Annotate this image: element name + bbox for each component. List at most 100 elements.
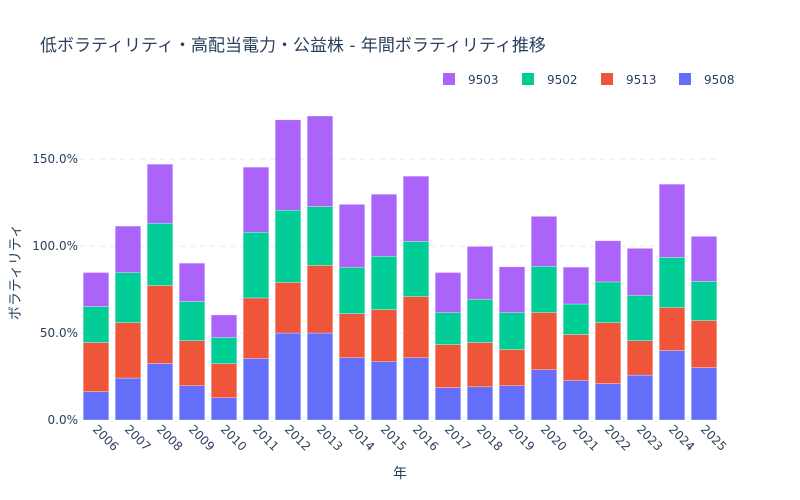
bar-9502-2019[interactable]	[498, 312, 526, 350]
bar-9503-2018[interactable]	[466, 246, 494, 300]
bar-9503-2021[interactable]	[562, 266, 590, 305]
bar-9502-2018[interactable]	[466, 299, 494, 343]
legend-label: 9503	[468, 73, 499, 87]
bar-9502-2020[interactable]	[530, 266, 558, 313]
y-tick-label: 100.0%	[32, 239, 78, 253]
series-9502	[82, 206, 718, 364]
bar-9503-2007[interactable]	[114, 225, 142, 273]
legend-item-9508[interactable]: 9508	[679, 73, 735, 87]
bar-9508-2016[interactable]	[402, 357, 430, 421]
bar-9503-2010[interactable]	[210, 314, 238, 338]
bar-9508-2010[interactable]	[210, 397, 238, 421]
bar-9508-2024[interactable]	[658, 350, 686, 421]
bar-9503-2006[interactable]	[82, 272, 110, 307]
bar-9503-2014[interactable]	[338, 204, 366, 268]
bar-9513-2011[interactable]	[242, 297, 270, 359]
bar-9503-2023[interactable]	[626, 248, 654, 296]
bar-9508-2018[interactable]	[466, 386, 494, 421]
bar-9513-2019[interactable]	[498, 349, 526, 386]
bar-9503-2017[interactable]	[434, 272, 462, 313]
bar-9513-2010[interactable]	[210, 363, 238, 398]
bar-9508-2011[interactable]	[242, 358, 270, 421]
bar-9502-2012[interactable]	[274, 210, 302, 283]
bar-9503-2016[interactable]	[402, 175, 430, 242]
bar-9513-2022[interactable]	[594, 322, 622, 384]
bar-9513-2018[interactable]	[466, 342, 494, 388]
legend-item-9513[interactable]: 9513	[601, 73, 657, 87]
bar-9503-2009[interactable]	[178, 262, 206, 302]
bar-9502-2025[interactable]	[690, 281, 718, 321]
series-9508	[82, 332, 718, 421]
bar-9502-2017[interactable]	[434, 312, 462, 345]
bar-9502-2008[interactable]	[146, 223, 174, 286]
bar-9502-2024[interactable]	[658, 257, 686, 308]
bar-9513-2017[interactable]	[434, 344, 462, 388]
bar-9508-2021[interactable]	[562, 380, 590, 421]
bar-9513-2007[interactable]	[114, 322, 142, 379]
bar-9513-2016[interactable]	[402, 296, 430, 358]
bar-9508-2014[interactable]	[338, 357, 366, 421]
bar-9513-2015[interactable]	[370, 309, 398, 362]
bar-9503-2011[interactable]	[242, 166, 270, 233]
bar-9502-2011[interactable]	[242, 232, 270, 299]
legend-label: 9513	[626, 73, 657, 87]
bar-9502-2015[interactable]	[370, 256, 398, 310]
legend-item-9503[interactable]: 9503	[443, 73, 499, 87]
bar-9503-2012[interactable]	[274, 119, 302, 211]
bar-9513-2014[interactable]	[338, 313, 366, 358]
bar-9502-2016[interactable]	[402, 241, 430, 297]
legend-swatch	[522, 73, 534, 85]
bar-9502-2014[interactable]	[338, 267, 366, 314]
bar-9508-2019[interactable]	[498, 385, 526, 421]
bar-9513-2006[interactable]	[82, 342, 110, 392]
bar-9513-2008[interactable]	[146, 285, 174, 364]
bar-9508-2007[interactable]	[114, 377, 142, 421]
bar-9502-2023[interactable]	[626, 295, 654, 341]
bar-9513-2023[interactable]	[626, 340, 654, 376]
bar-9503-2024[interactable]	[658, 183, 686, 258]
legend-item-9502[interactable]: 9502	[522, 73, 578, 87]
bar-9508-2025[interactable]	[690, 367, 718, 421]
bar-9502-2009[interactable]	[178, 301, 206, 341]
bar-9503-2013[interactable]	[306, 115, 334, 207]
bar-9503-2020[interactable]	[530, 216, 558, 267]
bar-9502-2022[interactable]	[594, 281, 622, 323]
legend-swatch	[679, 73, 691, 85]
bar-9508-2009[interactable]	[178, 385, 206, 421]
bar-9508-2012[interactable]	[274, 332, 302, 421]
bar-9513-2013[interactable]	[306, 265, 334, 334]
y-axis-ticks: 0.0% 50.0% 100.0% 150.0%	[32, 152, 78, 427]
bar-9508-2008[interactable]	[146, 363, 174, 421]
bar-9502-2006[interactable]	[82, 306, 110, 343]
bar-9503-2025[interactable]	[690, 236, 718, 282]
bar-9508-2020[interactable]	[530, 369, 558, 421]
bar-9502-2007[interactable]	[114, 272, 142, 323]
bar-9503-2008[interactable]	[146, 163, 174, 224]
bar-9508-2015[interactable]	[370, 361, 398, 421]
legend-label: 9508	[704, 73, 735, 87]
bar-9503-2022[interactable]	[594, 240, 622, 283]
x-axis-title: 年	[393, 466, 407, 482]
y-axis-title: ボラティリティ	[8, 224, 24, 320]
bar-9502-2021[interactable]	[562, 303, 590, 335]
bar-9508-2017[interactable]	[434, 387, 462, 421]
bar-9508-2013[interactable]	[306, 332, 334, 421]
bar-9503-2019[interactable]	[498, 266, 526, 313]
bar-9513-2012[interactable]	[274, 282, 302, 334]
bars	[82, 115, 718, 421]
bar-9508-2022[interactable]	[594, 383, 622, 421]
bar-9513-2025[interactable]	[690, 320, 718, 368]
bar-9513-2020[interactable]	[530, 312, 558, 370]
bar-9513-2021[interactable]	[562, 334, 590, 381]
chart-title: 低ボラティリティ・高配当電力・公益株 - 年間ボラティリティ推移	[40, 36, 546, 56]
bar-9503-2015[interactable]	[370, 194, 398, 257]
bar-9513-2024[interactable]	[658, 307, 686, 351]
bar-9513-2009[interactable]	[178, 340, 206, 386]
series-9503	[82, 115, 718, 338]
bar-9502-2013[interactable]	[306, 206, 334, 266]
legend[interactable]: 9503 9502 9513 9508	[443, 73, 735, 87]
bar-9508-2006[interactable]	[82, 391, 110, 421]
bar-9502-2010[interactable]	[210, 337, 238, 364]
bar-9508-2023[interactable]	[626, 374, 654, 421]
